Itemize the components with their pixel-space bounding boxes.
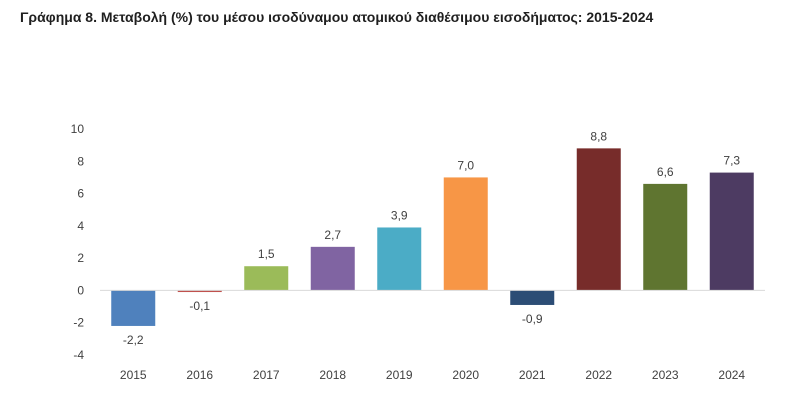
y-tick-label: -2 (73, 316, 84, 330)
value-label-2021: -0,9 (522, 312, 543, 326)
bar-2015 (111, 290, 156, 326)
x-tick-label: 2021 (519, 368, 546, 382)
y-tick-label: 6 (77, 187, 84, 201)
y-tick-label: -4 (73, 348, 84, 362)
value-label-2022: 8,8 (590, 129, 607, 143)
y-tick-label: 10 (71, 122, 85, 136)
x-tick-label: 2016 (186, 368, 213, 382)
bars (111, 148, 754, 326)
bar-2023 (643, 183, 688, 291)
bar-2016 (177, 290, 222, 293)
y-axis: -4 -2 0 2 4 6 8 10 (71, 122, 85, 362)
x-tick-label: 2022 (585, 368, 612, 382)
x-tick-label: 2017 (253, 368, 280, 382)
value-label-2015: -2,2 (123, 333, 144, 347)
bar-2024 (709, 172, 754, 291)
value-label-2018: 2,7 (324, 228, 341, 242)
x-axis: 2015 2016 2017 2018 2019 2020 2021 2022 2023 2024 (120, 368, 746, 382)
x-tick-label: 2019 (386, 368, 413, 382)
y-tick-label: 2 (77, 251, 84, 265)
y-tick-label: 8 (77, 154, 84, 168)
x-tick-label: 2024 (718, 368, 745, 382)
value-label-2023: 6,6 (657, 165, 674, 179)
value-label-2024: 7,3 (723, 154, 740, 168)
bar-2019 (377, 227, 422, 291)
y-tick-label: 0 (77, 283, 84, 297)
chart-title: Γράφημα 8. Μεταβολή (%) του μέσου ισοδύν… (20, 9, 654, 25)
value-label-2020: 7,0 (457, 158, 474, 172)
x-tick-label: 2023 (652, 368, 679, 382)
bar-2021 (510, 290, 555, 305)
bar-2020 (443, 177, 488, 291)
value-labels: -2,2 -0,1 1,5 2,7 3,9 7,0 -0,9 8,8 6,6 7,3 (123, 129, 741, 347)
bar-2022 (576, 148, 621, 291)
x-tick-label: 2020 (452, 368, 479, 382)
y-tick-label: 4 (77, 219, 84, 233)
value-label-2017: 1,5 (258, 247, 275, 261)
value-label-2019: 3,9 (391, 208, 408, 222)
x-tick-label: 2015 (120, 368, 147, 382)
bar-2018 (310, 246, 355, 291)
value-label-2016: -0,1 (189, 299, 210, 313)
x-tick-label: 2018 (319, 368, 346, 382)
bar-2017 (244, 266, 289, 291)
